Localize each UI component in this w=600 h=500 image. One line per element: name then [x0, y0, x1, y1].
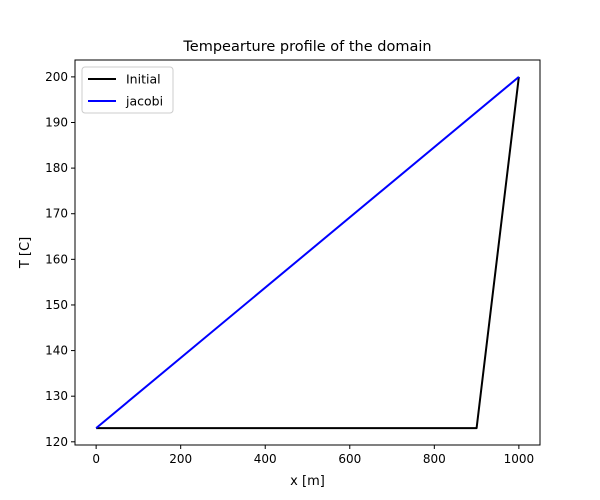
series-line-jacobi: [95, 76, 520, 429]
x-axis-label: x [m]: [290, 474, 325, 489]
legend-entry-label: Initial: [126, 72, 161, 87]
y-tick-label: 130: [45, 389, 68, 403]
x-tick-label: 800: [423, 452, 446, 466]
y-tick-label: 170: [45, 207, 68, 221]
x-tick-label: 200: [169, 452, 192, 466]
series-line-initial: [96, 76, 520, 430]
x-tick-label: 400: [254, 452, 277, 466]
y-tick-label: 120: [45, 435, 68, 449]
y-axis-ticks: 120 130 140 150 160 170 180 190 200: [45, 70, 75, 449]
x-tick-label: 0: [92, 452, 100, 466]
y-tick-label: 180: [45, 161, 68, 175]
legend-entry-label: jacobi: [125, 94, 163, 109]
x-tick-label: 600: [338, 452, 361, 466]
y-tick-label: 160: [45, 252, 68, 266]
y-axis-label: T [C]: [18, 237, 33, 269]
y-tick-label: 150: [45, 298, 68, 312]
series-layer: [95, 76, 520, 430]
x-axis-ticks: 0 200 400 600 800 1000: [92, 445, 534, 466]
chart-title: Tempearture profile of the domain: [182, 39, 431, 55]
x-tick-label: 1000: [504, 452, 535, 466]
y-tick-label: 140: [45, 344, 68, 358]
y-tick-label: 200: [45, 70, 68, 84]
plot-frame: [74, 59, 541, 446]
y-tick-label: 190: [45, 115, 68, 129]
legend: Initial jacobi: [81, 66, 174, 114]
